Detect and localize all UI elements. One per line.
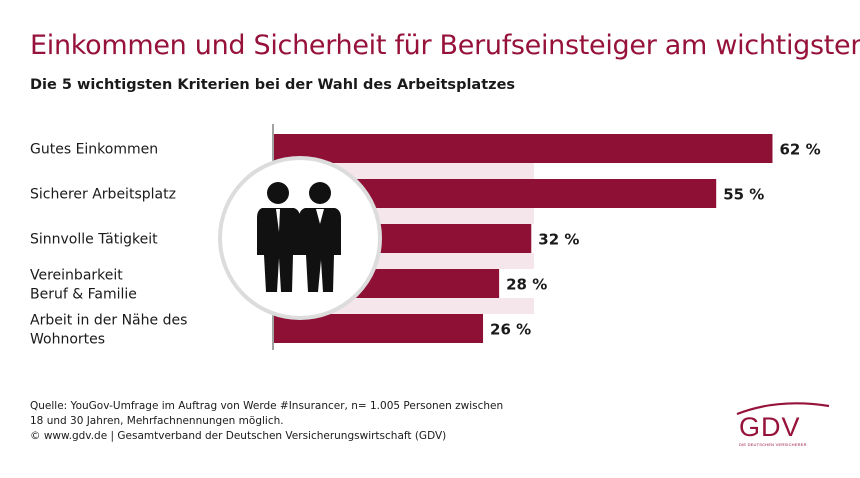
category-label-2: Sinnvolle Tätigkeit — [30, 232, 158, 248]
category-label-3-1: Beruf & Familie — [30, 287, 137, 303]
man-body — [257, 208, 300, 292]
source-line-2: 18 und 30 Jahren, Mehrfachnennungen mögl… — [30, 415, 284, 427]
value-label-2: 32 % — [538, 231, 579, 249]
logo-text: GDV — [739, 412, 801, 442]
value-label-4: 26 % — [490, 321, 531, 339]
business-people-icon — [218, 156, 382, 320]
source-note: Quelle: YouGov-Umfrage im Auftrag von We… — [30, 399, 503, 444]
chart-subtitle: Die 5 wichtigsten Kriterien bei der Wahl… — [30, 77, 516, 93]
woman-collar — [316, 209, 324, 224]
chart-title: Einkommen und Sicherheit für Berufseinst… — [30, 30, 860, 61]
bar-0 — [274, 134, 773, 163]
category-label-3-0: Vereinbarkeit — [30, 268, 123, 284]
value-label-0: 62 % — [779, 141, 820, 159]
logo-subtext: DIE DEUTSCHEN VERSICHERER — [739, 442, 807, 447]
category-label-4-1: Wohnortes — [30, 332, 105, 348]
gdv-logo: GDV DIE DEUTSCHEN VERSICHERER — [733, 400, 833, 450]
man-tie — [276, 209, 280, 232]
category-label-0: Gutes Einkommen — [30, 142, 158, 158]
value-label-3: 28 % — [506, 276, 547, 294]
woman-head — [309, 182, 331, 204]
source-line-1: Quelle: YouGov-Umfrage im Auftrag von We… — [30, 400, 504, 412]
value-label-1: 55 % — [723, 186, 764, 204]
category-label-1: Sicherer Arbeitsplatz — [30, 187, 176, 203]
category-label-4-0: Arbeit in der Nähe des — [30, 313, 187, 329]
man-head — [267, 182, 289, 204]
source-line-3: © www.gdv.de | Gesamtverband der Deutsch… — [30, 430, 447, 442]
woman-body — [299, 208, 341, 292]
logo-swoosh-icon — [736, 402, 830, 416]
